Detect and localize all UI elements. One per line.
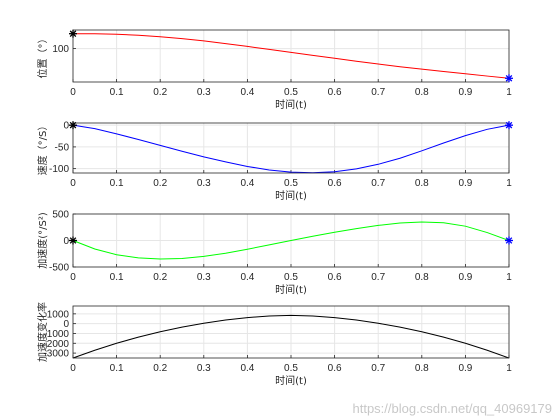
subplot-4: 0 0.1 0.2 0.3 0.4 0.5 0.6 0.7 0.8 0.9 110000-1000-…	[36, 302, 512, 387]
x-axis-label: 时间(t)	[275, 98, 307, 111]
x-tick-label: 0.3	[197, 363, 211, 374]
x-tick-label: 0.3	[197, 178, 211, 189]
x-tick-label: 0.3	[197, 272, 211, 283]
x-tick-label: 0.5	[284, 363, 298, 374]
x-tick-label: 1	[506, 363, 512, 374]
x-tick-label: 0	[70, 272, 76, 283]
y-tick-label: -500	[49, 263, 69, 274]
axes-frame	[72, 29, 510, 83]
x-tick-label: 0.9	[458, 87, 472, 98]
x-tick-label: 0.6	[328, 87, 342, 98]
x-tick-label: 0.9	[458, 363, 472, 374]
y-tick-label: -50	[55, 142, 70, 153]
x-tick-label: 0.8	[415, 363, 429, 374]
x-axis-label: 时间(t)	[275, 283, 307, 296]
y-axis-label: 位置（°）	[36, 34, 49, 79]
y-axis-label: 速度（°/S）	[36, 121, 49, 176]
end-marker	[505, 74, 513, 83]
y-tick-label: -3000	[43, 349, 69, 360]
x-tick-label: 0	[70, 363, 76, 374]
x-tick-label: 0.2	[153, 363, 167, 374]
subplot-1: 0 0.1 0.2 0.3 0.4 0.5 0.6 0.7 0.8 0.9 1 100 时间(t) 位置（…	[36, 29, 513, 111]
x-tick-label: 0.4	[240, 272, 254, 283]
x-axis-label: 时间(t)	[275, 374, 307, 387]
x-axis-label: 时间(t)	[275, 189, 307, 202]
end-marker	[505, 236, 513, 245]
y-tick-label: 100	[52, 44, 69, 55]
axes-frame	[72, 122, 510, 174]
x-tick-label: 0.2	[153, 178, 167, 189]
x-tick-label: 0.4	[240, 363, 254, 374]
x-tick-label: 0.3	[197, 87, 211, 98]
x-tick-label: 1	[506, 87, 512, 98]
x-tick-label: 0.6	[328, 363, 342, 374]
x-tick-label: 0.9	[458, 178, 472, 189]
x-tick-label: 0.4	[240, 87, 254, 98]
y-tick-label: -2000	[43, 339, 69, 350]
y-tick-label: 0	[63, 121, 69, 132]
x-tick-label: 0.4	[240, 178, 254, 189]
x-tick-label: 0.7	[371, 272, 385, 283]
x-tick-label: 0.9	[458, 272, 472, 283]
x-tick-label: 0.1	[110, 363, 124, 374]
y-tick-label: 1000	[47, 309, 70, 320]
x-tick-label: 0.8	[415, 178, 429, 189]
x-tick-label: 1	[506, 178, 512, 189]
x-tick-label: 0.7	[371, 363, 385, 374]
watermark-text: https://blog.csdn.net/qq_40969179	[352, 401, 553, 416]
series-line	[72, 314, 510, 359]
series-line	[72, 221, 510, 260]
y-tick-label: -1000	[43, 329, 69, 340]
y-tick-label: 0	[63, 319, 69, 330]
x-tick-label: 0.1	[110, 178, 124, 189]
x-tick-label: 0.1	[110, 87, 124, 98]
x-tick-label: 0.5	[284, 87, 298, 98]
x-tick-label: 0.5	[284, 178, 298, 189]
x-tick-label: 0	[70, 178, 76, 189]
x-tick-label: 1	[506, 272, 512, 283]
subplot-2: 0 0.1 0.2 0.3 0.4 0.5 0.6 0.7 0.8 0.9 1 0 -50 -100 时间(…	[36, 121, 513, 202]
x-tick-label: 0.6	[328, 272, 342, 283]
x-tick-label: 0.8	[415, 87, 429, 98]
x-tick-label: 0.6	[328, 178, 342, 189]
y-tick-label: -100	[49, 164, 69, 175]
x-tick-label: 0.2	[153, 87, 167, 98]
x-tick-label: 0.2	[153, 272, 167, 283]
series-line	[72, 124, 510, 174]
end-marker	[505, 121, 513, 130]
axes-frame	[72, 305, 510, 359]
y-axis-label: 加速度变化率	[36, 302, 49, 362]
start-marker	[69, 121, 77, 130]
start-marker	[69, 236, 77, 245]
x-tick-label: 0.7	[371, 178, 385, 189]
y-axis-label: 加速度(°/S²)	[36, 212, 49, 269]
x-tick-label: 0.8	[415, 272, 429, 283]
x-tick-label: 0	[70, 87, 76, 98]
x-tick-label: 0.5	[284, 272, 298, 283]
start-marker	[69, 29, 77, 38]
x-tick-label: 0.1	[110, 272, 124, 283]
y-tick-label: 500	[52, 210, 69, 221]
series-line	[72, 33, 510, 79]
subplot-3: 0 0.1 0.2 0.3 0.4 0.5 0.6 0.7 0.8 0.9 15000-500时间(…	[36, 210, 513, 296]
x-tick-label: 0.7	[371, 87, 385, 98]
y-tick-label: 0	[63, 236, 69, 247]
